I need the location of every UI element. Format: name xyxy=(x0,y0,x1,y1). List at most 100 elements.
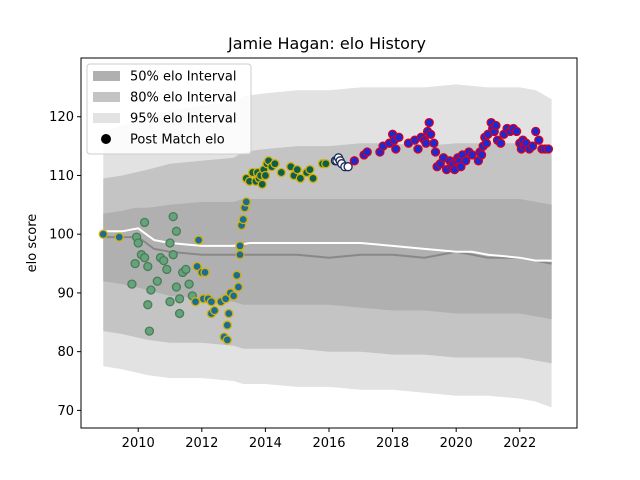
x-tick-label: 2012 xyxy=(185,436,218,451)
match-point xyxy=(168,211,178,222)
match-point xyxy=(174,308,185,319)
match-point xyxy=(308,173,318,184)
match-point xyxy=(133,238,143,248)
legend-label: 80% elo Interval xyxy=(130,91,237,106)
match-point xyxy=(295,173,306,184)
match-point xyxy=(221,294,231,304)
x-tick-label: 2010 xyxy=(122,436,155,451)
match-point xyxy=(152,276,162,286)
match-point xyxy=(228,291,239,301)
match-point xyxy=(456,162,466,172)
match-point xyxy=(114,232,124,242)
x-axis-ticks: 2010 2012 2014 2016 2018 2020 2022 xyxy=(122,428,536,451)
match-point xyxy=(481,138,492,148)
match-point xyxy=(168,250,178,260)
match-point xyxy=(146,285,156,295)
band-i50 xyxy=(103,199,552,320)
legend-box xyxy=(86,63,252,155)
y-tick-label: 100 xyxy=(49,228,74,243)
match-point xyxy=(165,297,175,307)
match-point xyxy=(162,264,172,275)
match-point xyxy=(257,179,267,189)
match-point xyxy=(241,197,251,207)
x-tick-label: 2022 xyxy=(503,436,536,451)
match-point xyxy=(413,144,423,154)
y-tick-label: 80 xyxy=(57,345,74,360)
match-point xyxy=(543,144,554,154)
match-point xyxy=(349,156,360,166)
match-point xyxy=(222,335,232,345)
match-point xyxy=(391,144,401,154)
match-point xyxy=(233,282,244,292)
x-tick-label: 2018 xyxy=(376,436,409,451)
match-point xyxy=(270,159,280,169)
match-point xyxy=(292,164,302,175)
match-point xyxy=(171,282,182,292)
match-point xyxy=(476,150,487,160)
match-point xyxy=(430,147,441,157)
match-point xyxy=(209,305,220,316)
match-point xyxy=(193,235,204,245)
match-point xyxy=(421,138,431,148)
match-point xyxy=(534,135,544,145)
match-point xyxy=(235,241,245,251)
chart-title: Jamie Hagan: elo History xyxy=(227,34,426,53)
match-point xyxy=(139,253,150,263)
match-point xyxy=(260,170,271,181)
legend-marker xyxy=(101,134,111,144)
match-point xyxy=(222,320,232,330)
y-tick-label: 90 xyxy=(57,286,74,301)
x-tick-label: 2016 xyxy=(312,436,345,451)
match-point xyxy=(238,214,248,225)
plot-area xyxy=(98,84,554,408)
median-line xyxy=(103,236,552,265)
mean-line xyxy=(103,227,552,262)
match-points xyxy=(98,117,554,345)
y-axis-ticks: 70 80 90 100 110 120 xyxy=(49,110,81,419)
y-tick-label: 70 xyxy=(57,404,74,419)
match-point xyxy=(139,217,150,228)
match-point xyxy=(130,258,140,269)
y-tick-label: 110 xyxy=(49,169,74,184)
legend-swatch xyxy=(93,113,120,123)
match-point xyxy=(467,150,477,160)
match-point xyxy=(394,132,404,142)
y-axis-label: elo score xyxy=(25,214,40,273)
match-point xyxy=(527,141,538,151)
legend-label: 50% elo Interval xyxy=(130,70,237,85)
legend-swatch xyxy=(93,71,120,81)
match-point xyxy=(171,226,182,236)
match-point xyxy=(321,159,331,169)
match-point xyxy=(276,167,286,178)
x-tick-label: 2020 xyxy=(440,436,473,451)
match-point xyxy=(362,147,372,157)
match-point xyxy=(491,120,501,131)
match-point xyxy=(429,138,439,148)
legend-label: Post Match elo xyxy=(130,133,225,148)
match-point xyxy=(143,261,153,272)
match-point xyxy=(144,326,155,336)
match-point xyxy=(127,279,137,289)
match-point xyxy=(424,117,434,128)
match-point xyxy=(98,229,108,239)
match-point xyxy=(343,162,353,172)
match-point xyxy=(305,164,315,175)
match-point xyxy=(165,238,175,248)
match-point xyxy=(206,297,217,307)
match-point xyxy=(181,264,191,275)
match-point xyxy=(200,267,210,278)
match-point xyxy=(174,294,185,304)
match-point xyxy=(461,156,471,166)
legend-swatch xyxy=(93,92,120,102)
match-point xyxy=(426,129,436,139)
match-point xyxy=(190,297,201,307)
match-point xyxy=(511,126,522,137)
match-point xyxy=(159,255,169,266)
match-point xyxy=(496,138,506,148)
legend-label: 95% elo Interval xyxy=(130,112,237,127)
match-point xyxy=(192,261,202,272)
match-point xyxy=(235,250,245,260)
match-point xyxy=(184,279,194,289)
match-point xyxy=(232,270,242,280)
